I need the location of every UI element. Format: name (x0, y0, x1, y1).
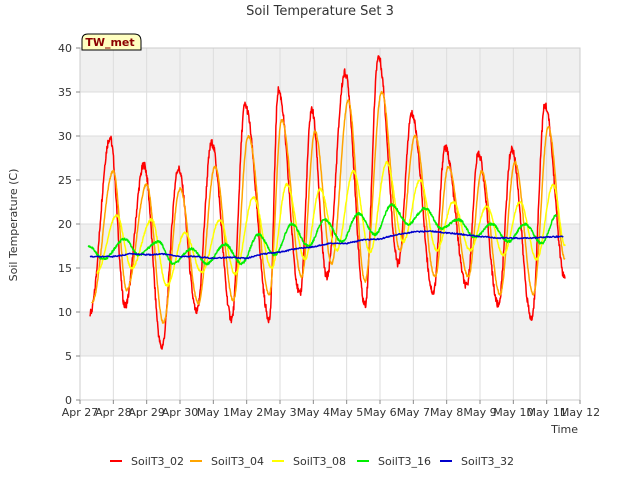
legend-label: SoilT3_02 (131, 455, 184, 468)
grid-band (80, 312, 580, 356)
legend-label: SoilT3_04 (211, 455, 264, 468)
x-tick-label: May 1 (197, 406, 230, 419)
x-tick-label: Apr 27 (62, 406, 99, 419)
y-tick-label: 35 (58, 86, 72, 99)
y-tick-label: 0 (65, 394, 72, 407)
legend-item-soilt3_08: SoilT3_08 (272, 455, 346, 468)
legend-item-soilt3_04: SoilT3_04 (190, 455, 264, 468)
site-badge: TW_met (81, 33, 142, 51)
x-tick-label: Apr 30 (162, 406, 199, 419)
legend-label: SoilT3_08 (293, 455, 346, 468)
x-tick-label: May 11 (527, 406, 567, 419)
grid-band (80, 48, 580, 92)
legend: SoilT3_02 SoilT3_04 SoilT3_08 SoilT3_16 Soil… (110, 455, 514, 468)
series-line-soilt3_04 (91, 90, 566, 324)
y-axis-ticks: 0 5 10 15 20 25 30 35 40 (58, 42, 80, 407)
legend-item-soilt3_02: SoilT3_02 (110, 455, 184, 468)
badge-label: TW_met (85, 36, 134, 49)
y-tick-label: 25 (58, 174, 72, 187)
x-tick-label: Apr 29 (128, 406, 165, 419)
y-tick-label: 30 (58, 130, 72, 143)
series-line-soilt3_02 (89, 55, 566, 350)
y-tick-label: 15 (58, 262, 72, 275)
grid-band (80, 136, 580, 180)
x-tick-label: May 5 (330, 406, 363, 419)
y-tick-label: 20 (58, 218, 72, 231)
x-tick-label: May 2 (230, 406, 263, 419)
series-lines (87, 55, 566, 350)
y-tick-label: 5 (65, 350, 72, 363)
y-axis-label: Soil Temperature (C) (7, 169, 20, 282)
y-tick-label: 10 (58, 306, 72, 319)
chart-title: Soil Temperature Set 3 (246, 4, 394, 19)
legend-item-soilt3_32: SoilT3_32 (440, 455, 514, 468)
x-tick-label: May 7 (397, 406, 430, 419)
x-tick-label: May 4 (297, 406, 330, 419)
legend-label: SoilT3_32 (461, 455, 514, 468)
x-tick-label: May 6 (363, 406, 396, 419)
x-axis-label: Time (550, 423, 578, 436)
badge-box (81, 33, 142, 51)
x-tick-label: Apr 28 (95, 406, 132, 419)
x-tick-label: May 12 (560, 406, 600, 419)
x-tick-label: May 9 (463, 406, 496, 419)
series-line-soilt3_32 (89, 230, 564, 260)
legend-item-soilt3_16: SoilT3_16 (357, 455, 431, 468)
y-tick-label: 40 (58, 42, 72, 55)
x-tick-label: May 3 (263, 406, 296, 419)
x-tick-label: May 8 (430, 406, 463, 419)
legend-label: SoilT3_16 (378, 455, 431, 468)
x-tick-label: May 10 (493, 406, 533, 419)
